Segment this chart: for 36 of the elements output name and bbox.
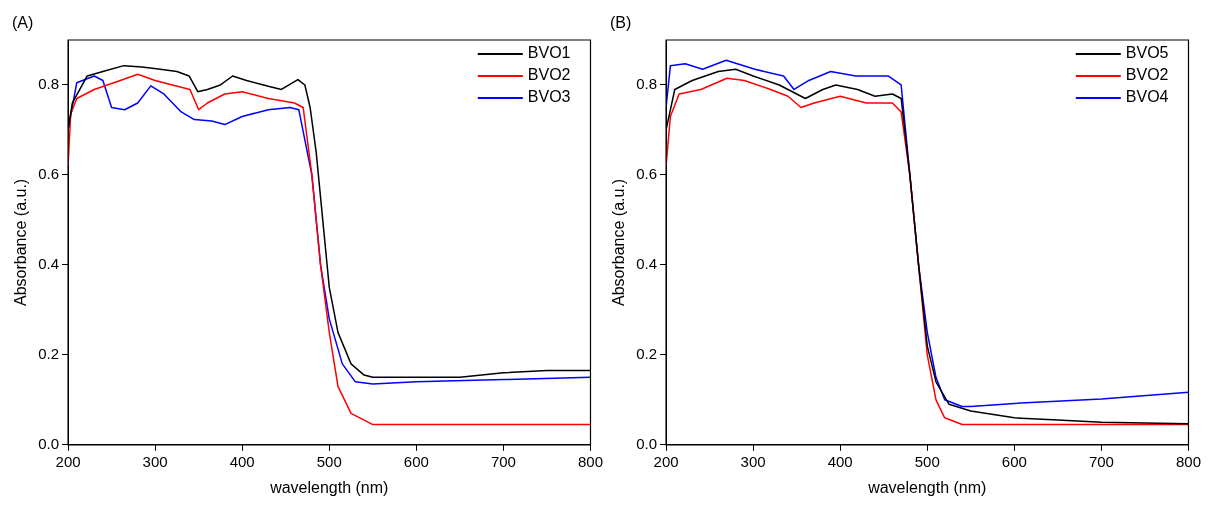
legend-label: BVO1 — [527, 44, 571, 62]
x-axis-title: wavelength (nm) — [867, 478, 987, 496]
y-axis-title: Absorbance (a.u.) — [12, 178, 30, 306]
y-axis-title: Absorbance (a.u.) — [610, 178, 628, 306]
y-tick-label: 0.0 — [636, 434, 658, 452]
x-tick-label: 800 — [577, 452, 603, 470]
legend-label: BVO2 — [1125, 66, 1169, 84]
legend-label: BVO2 — [527, 66, 571, 84]
legend-label: BVO5 — [1125, 44, 1169, 62]
y-tick-label: 0.4 — [38, 255, 60, 273]
y-tick-label: 0.6 — [636, 165, 658, 183]
x-tick-label: 500 — [914, 452, 940, 470]
x-tick-label: 400 — [229, 452, 255, 470]
x-tick-label: 600 — [403, 452, 429, 470]
y-tick-label: 0.6 — [38, 165, 60, 183]
y-tick-label: 0.2 — [38, 344, 60, 362]
y-tick-label: 0.0 — [38, 434, 60, 452]
text: (B) — [610, 14, 632, 32]
y-tick-label: 0.8 — [38, 75, 60, 93]
x-tick-label: 800 — [1175, 452, 1201, 470]
x-tick-label: 500 — [316, 452, 342, 470]
x-axis-title: wavelength (nm) — [269, 478, 389, 496]
x-tick-label: 300 — [142, 452, 168, 470]
y-tick-label: 0.2 — [636, 344, 658, 362]
x-tick-label: 300 — [740, 452, 766, 470]
legend-label: BVO4 — [1125, 88, 1169, 106]
x-tick-label: 200 — [55, 452, 81, 470]
x-tick-label: 200 — [653, 452, 679, 470]
x-tick-label: 700 — [1088, 452, 1114, 470]
y-tick-label: 0.4 — [636, 255, 658, 273]
y-tick-label: 0.8 — [636, 75, 658, 93]
x-tick-label: 700 — [490, 452, 516, 470]
x-tick-label: 400 — [827, 452, 853, 470]
x-tick-label: 600 — [1001, 452, 1027, 470]
text: (A) — [12, 14, 34, 32]
legend-label: BVO3 — [527, 88, 571, 106]
